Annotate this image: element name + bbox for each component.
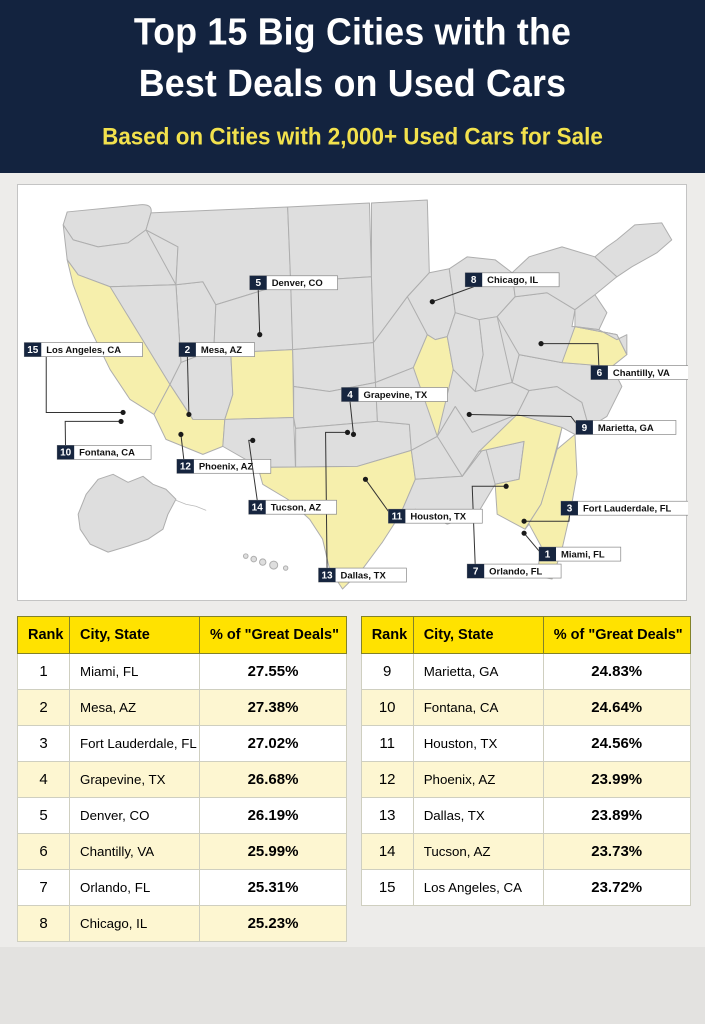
svg-text:1: 1: [545, 550, 551, 561]
svg-text:9: 9: [582, 423, 588, 434]
svg-text:7: 7: [473, 566, 479, 577]
svg-text:Marietta, GA: Marietta, GA: [598, 423, 654, 434]
svg-text:Grapevine, TX: Grapevine, TX: [363, 390, 427, 401]
svg-text:3: 3: [567, 504, 573, 515]
svg-text:5: 5: [255, 278, 261, 289]
svg-text:Chantilly, VA: Chantilly, VA: [613, 368, 670, 379]
svg-text:Houston, TX: Houston, TX: [410, 512, 466, 523]
svg-text:Dallas, TX: Dallas, TX: [341, 570, 387, 581]
svg-text:Phoenix, AZ: Phoenix, AZ: [199, 462, 254, 473]
svg-text:Miami, FL: Miami, FL: [561, 550, 605, 561]
svg-text:Los Angeles, CA: Los Angeles, CA: [46, 345, 121, 356]
svg-text:4: 4: [347, 390, 353, 401]
svg-text:Mesa, AZ: Mesa, AZ: [201, 345, 242, 356]
svg-text:6: 6: [597, 368, 603, 379]
svg-text:Denver, CO: Denver, CO: [272, 278, 323, 289]
svg-text:8: 8: [471, 275, 477, 286]
svg-text:12: 12: [180, 462, 192, 473]
svg-text:10: 10: [60, 448, 72, 459]
svg-text:2: 2: [185, 345, 191, 356]
svg-text:15: 15: [27, 345, 39, 356]
svg-text:Chicago, IL: Chicago, IL: [487, 275, 538, 286]
svg-text:Fort Lauderdale, FL: Fort Lauderdale, FL: [583, 504, 672, 515]
svg-text:11: 11: [392, 512, 403, 523]
svg-text:Orlando, FL: Orlando, FL: [489, 566, 542, 577]
svg-text:14: 14: [252, 503, 264, 514]
svg-text:Tucson, AZ: Tucson, AZ: [271, 503, 322, 514]
svg-text:Fontana, CA: Fontana, CA: [79, 448, 135, 459]
svg-text:13: 13: [322, 570, 334, 581]
